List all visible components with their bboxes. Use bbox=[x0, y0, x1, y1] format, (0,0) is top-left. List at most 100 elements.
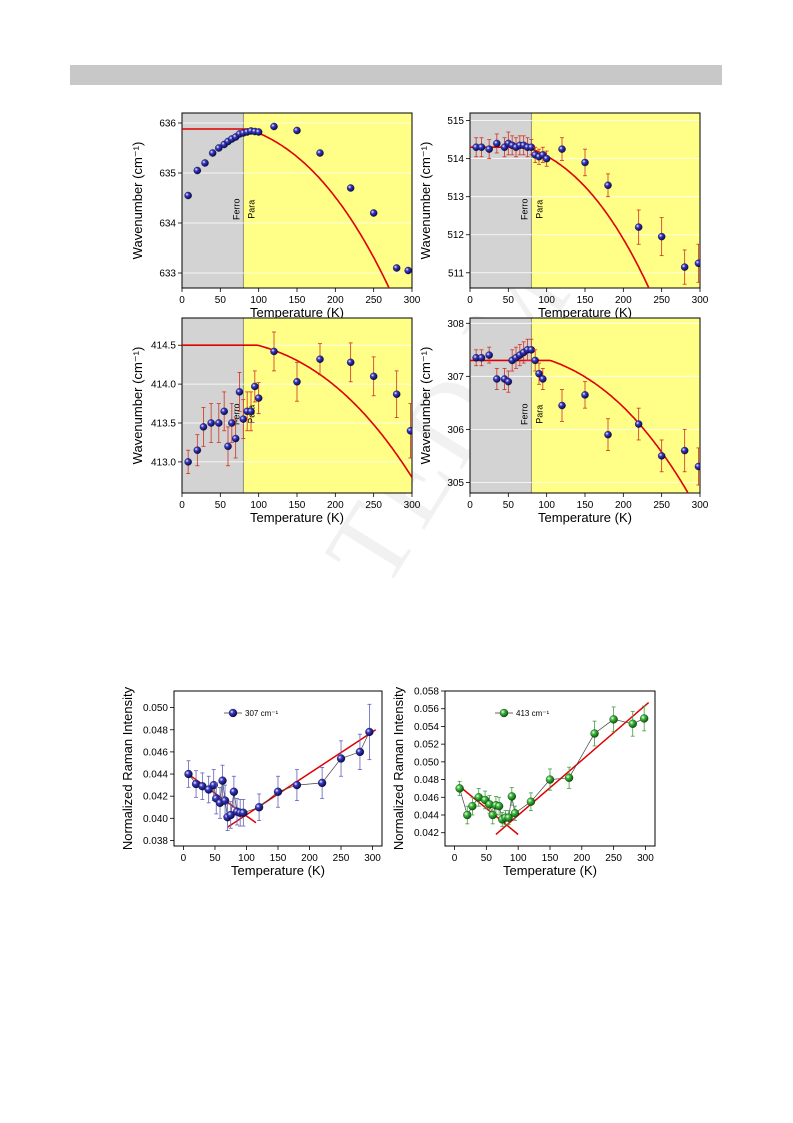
x-tick-label: 50 bbox=[215, 295, 227, 306]
data-point bbox=[273, 787, 283, 796]
x-tick-label: 50 bbox=[503, 295, 515, 306]
chart-panel-intensity-right: 0 50 100 150 200 250 300 0.042 0.044 0.046 0.048 0.… bbox=[391, 686, 656, 878]
y-tick-label: 308 bbox=[447, 319, 464, 330]
data-point bbox=[184, 191, 192, 200]
data-point bbox=[694, 259, 700, 268]
y-tick-label: 0.046 bbox=[414, 793, 439, 804]
x-tick-label: 0 bbox=[179, 500, 185, 511]
y-axis-label: Wavenumber (cm⁻¹) bbox=[418, 142, 433, 260]
data-point bbox=[369, 372, 378, 381]
fit-curve bbox=[182, 128, 390, 288]
fit-line bbox=[495, 701, 650, 836]
y-tick-label: 306 bbox=[447, 425, 464, 436]
data-point bbox=[220, 407, 228, 416]
data-point bbox=[628, 719, 637, 728]
data-point bbox=[228, 419, 236, 427]
x-tick-label: 200 bbox=[615, 295, 632, 306]
legend-marker bbox=[499, 708, 509, 718]
data-point bbox=[488, 810, 497, 820]
data-point bbox=[680, 446, 689, 455]
ferro-region bbox=[470, 318, 532, 493]
y-axis-label: Wavenumber (cm⁻¹) bbox=[130, 347, 145, 465]
y-tick-label: 0.056 bbox=[414, 704, 439, 715]
y-tick-label: 515 bbox=[447, 116, 464, 127]
data-point bbox=[494, 801, 504, 811]
data-point bbox=[208, 149, 217, 157]
y-tick-label: 513 bbox=[447, 192, 464, 203]
data-point bbox=[468, 801, 477, 811]
x-tick-label: 300 bbox=[692, 295, 709, 306]
data-point bbox=[392, 264, 401, 272]
data-point bbox=[239, 808, 248, 817]
x-axis-label: Temperature (K) bbox=[231, 863, 325, 878]
y-tick-label: 0.048 bbox=[414, 775, 439, 786]
data-point bbox=[526, 797, 536, 806]
plot-area bbox=[470, 131, 700, 288]
data-point bbox=[365, 727, 374, 737]
data-point bbox=[477, 143, 486, 151]
data-point bbox=[292, 780, 302, 790]
plot-area bbox=[455, 701, 650, 836]
para-region bbox=[243, 113, 412, 288]
x-tick-label: 150 bbox=[542, 853, 559, 864]
data-point bbox=[235, 388, 244, 396]
y-axis-label: Normalized Raman Intensity bbox=[120, 686, 135, 850]
y-tick-label: 307 bbox=[447, 372, 464, 383]
data-point bbox=[317, 778, 327, 788]
data-point bbox=[198, 782, 207, 791]
x-tick-label: 100 bbox=[238, 853, 255, 864]
y-tick-label: 512 bbox=[447, 230, 464, 241]
data-point bbox=[254, 394, 263, 402]
chart-panel-bottom-right: Ferro Para 0 50 100 150 200 250 300 305 306 307 308 T… bbox=[418, 317, 709, 525]
data-point bbox=[193, 446, 202, 454]
y-tick-label: 0.046 bbox=[143, 747, 168, 758]
data-point bbox=[404, 266, 412, 275]
data-point bbox=[485, 351, 493, 359]
y-tick-label: 633 bbox=[159, 269, 176, 280]
data-point bbox=[539, 375, 547, 383]
data-point bbox=[680, 263, 689, 271]
x-tick-label: 0 bbox=[181, 853, 187, 864]
plot-frame bbox=[444, 690, 656, 847]
data-point bbox=[463, 810, 472, 820]
x-tick-label: 250 bbox=[653, 500, 670, 511]
para-label: Para bbox=[246, 200, 256, 219]
y-tick-label: 635 bbox=[159, 169, 176, 180]
data-point bbox=[634, 223, 643, 231]
x-tick-label: 200 bbox=[573, 853, 590, 864]
chart-panel-top-left: Ferro Para 0 50 100 150 200 250 300 633 634 635 636 T… bbox=[130, 112, 421, 320]
y-tick-label: 414.5 bbox=[151, 341, 176, 352]
data-point bbox=[247, 407, 255, 416]
data-point bbox=[336, 754, 346, 763]
x-tick-label: 200 bbox=[615, 500, 632, 511]
data-point bbox=[220, 796, 230, 805]
data-point bbox=[251, 382, 259, 391]
x-tick-label: 100 bbox=[250, 295, 267, 306]
data-point bbox=[507, 792, 516, 801]
legend-marker bbox=[228, 708, 238, 718]
data-point bbox=[355, 747, 365, 757]
x-tick-label: 250 bbox=[365, 295, 382, 306]
y-tick-label: 0.058 bbox=[414, 687, 439, 698]
data-point bbox=[493, 375, 501, 383]
data-point bbox=[184, 769, 193, 779]
y-tick-label: 511 bbox=[448, 268, 464, 279]
x-tick-label: 100 bbox=[510, 853, 527, 864]
para-label: Para bbox=[534, 405, 544, 424]
data-point bbox=[694, 462, 700, 471]
y-tick-label: 0.054 bbox=[414, 722, 439, 733]
y-tick-label: 636 bbox=[159, 119, 176, 130]
y-tick-label: 0.042 bbox=[143, 792, 168, 803]
x-tick-label: 250 bbox=[333, 853, 350, 864]
data-point bbox=[201, 159, 209, 167]
data-point bbox=[293, 126, 301, 135]
x-tick-label: 300 bbox=[364, 853, 381, 864]
data-point bbox=[558, 145, 566, 153]
y-tick-label: 0.038 bbox=[143, 836, 168, 847]
y-tick-label: 413.5 bbox=[151, 419, 176, 430]
x-tick-label: 300 bbox=[404, 295, 421, 306]
x-tick-label: 0 bbox=[467, 500, 473, 511]
y-tick-label: 0.050 bbox=[414, 757, 439, 768]
data-point bbox=[316, 355, 324, 363]
fit-curve bbox=[182, 344, 412, 478]
